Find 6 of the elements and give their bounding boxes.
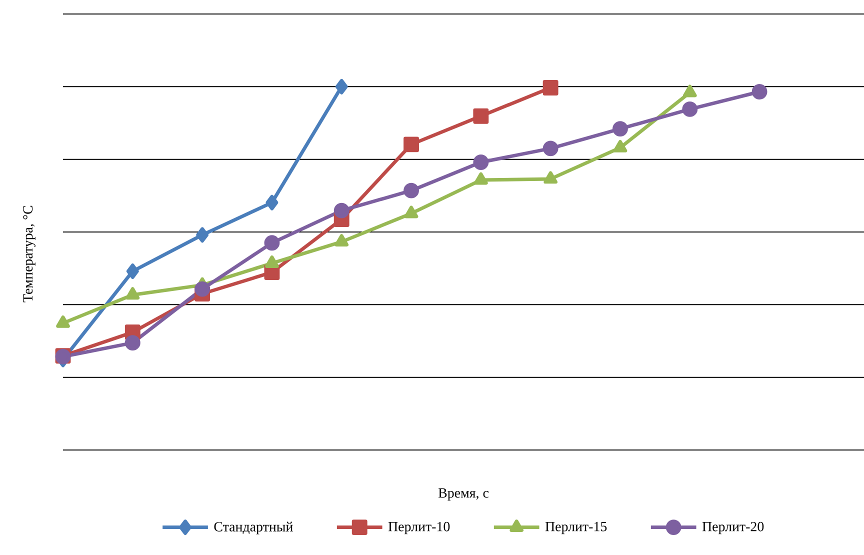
legend-label: Перлит-20 (702, 522, 764, 534)
y-axis-title: Температура, °C (23, 206, 36, 302)
legend-label: Перлит-10 (388, 522, 450, 534)
legend-label: Стандартный (214, 522, 293, 534)
legend-label: Перлит-15 (545, 522, 607, 534)
x-axis-title: Время, с (438, 488, 489, 501)
